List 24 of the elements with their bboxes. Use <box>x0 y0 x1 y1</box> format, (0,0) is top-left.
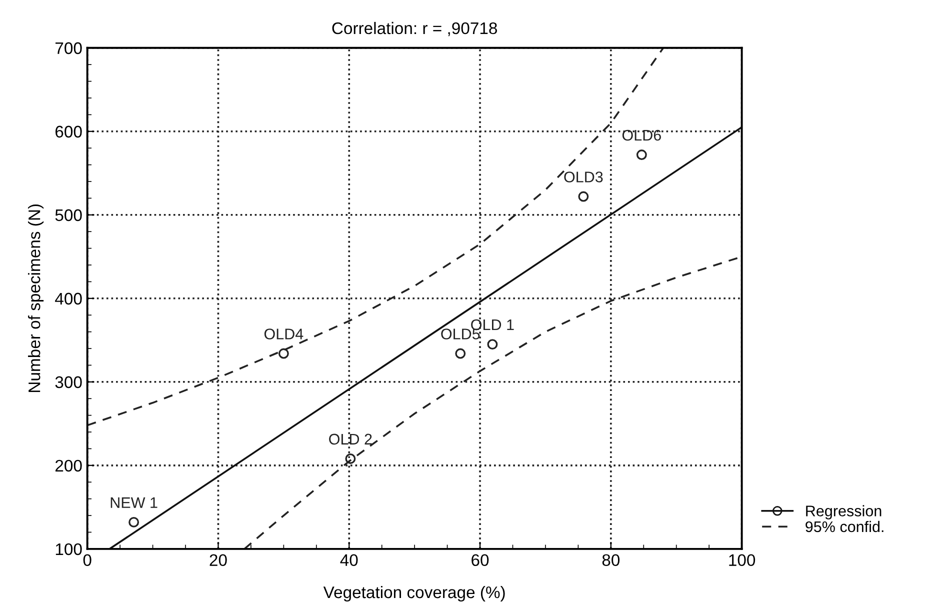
x-tick-label: 0 <box>83 554 92 566</box>
x-tick-label: 80 <box>602 554 620 566</box>
annotation: NEW 1 <box>110 497 158 508</box>
annotation: OLD6 <box>622 130 661 141</box>
y-tick-label: 700 <box>56 42 82 54</box>
y-tick-label: 300 <box>55 376 82 388</box>
annotation: OLD 2 <box>329 434 372 445</box>
y-tick-label: 600 <box>56 126 82 138</box>
y-tick-label: 500 <box>55 209 82 222</box>
x-tick-label: 20 <box>210 554 227 566</box>
y-tick-label: 100 <box>56 543 82 556</box>
annotation: OLD4 <box>264 328 304 340</box>
x-tick-label: 60 <box>472 554 489 566</box>
x-axis-title: Vegetation coverage (%) <box>323 586 505 602</box>
annotation: OLD5 <box>441 328 480 340</box>
x-tick-label: 40 <box>340 554 358 566</box>
x-tick-label: 100 <box>729 554 756 566</box>
legend-label: 95% confid. <box>806 520 884 532</box>
y-tick-label: 400 <box>55 292 82 305</box>
y-axis-title: Number of specimens (N) <box>28 204 44 392</box>
y-tick-label: 200 <box>56 460 82 472</box>
legend-label: Regression <box>806 505 882 520</box>
chart-title: Correlation: r = ,90718 <box>332 22 497 36</box>
annotation: OLD3 <box>564 172 603 182</box>
